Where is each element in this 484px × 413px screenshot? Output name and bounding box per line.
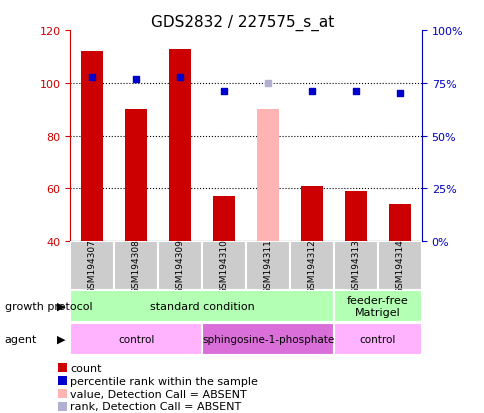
Point	[176, 74, 184, 81]
Point	[220, 89, 227, 95]
Bar	[114, 242, 158, 290]
Text: GSM194313: GSM194313	[351, 238, 360, 293]
Bar	[158, 242, 202, 290]
Point	[351, 89, 359, 95]
Text: control: control	[359, 334, 395, 344]
Text: value, Detection Call = ABSENT: value, Detection Call = ABSENT	[70, 389, 246, 399]
Bar	[301, 186, 322, 242]
Text: GSM194314: GSM194314	[394, 238, 404, 293]
Bar	[257, 110, 278, 242]
Bar	[333, 242, 377, 290]
Text: GSM194307: GSM194307	[88, 238, 97, 293]
Bar	[70, 290, 333, 322]
Text: GDS2832 / 227575_s_at: GDS2832 / 227575_s_at	[151, 14, 333, 31]
Bar	[377, 242, 421, 290]
Bar	[333, 323, 421, 355]
Text: ▶: ▶	[57, 334, 65, 344]
Bar	[169, 50, 191, 242]
Text: GSM194311: GSM194311	[263, 238, 272, 293]
Point	[264, 80, 272, 87]
Bar	[70, 323, 202, 355]
Bar	[81, 52, 103, 242]
Bar	[202, 323, 333, 355]
Text: control: control	[118, 334, 154, 344]
Text: agent: agent	[5, 334, 37, 344]
Point	[88, 74, 96, 81]
Bar	[125, 110, 147, 242]
Text: feeder-free
Matrigel: feeder-free Matrigel	[347, 295, 408, 317]
Bar	[289, 242, 333, 290]
Text: count: count	[70, 363, 102, 373]
Point	[307, 89, 315, 95]
Bar	[70, 242, 114, 290]
Text: sphingosine-1-phosphate: sphingosine-1-phosphate	[201, 334, 333, 344]
Point	[395, 91, 403, 97]
Bar	[213, 197, 235, 242]
Bar	[388, 205, 410, 242]
Text: growth protocol: growth protocol	[5, 301, 92, 311]
Text: GSM194308: GSM194308	[132, 238, 140, 293]
Bar	[344, 192, 366, 242]
Bar	[333, 290, 421, 322]
Text: GSM194312: GSM194312	[307, 238, 316, 293]
Text: GSM194310: GSM194310	[219, 238, 228, 293]
Bar	[245, 242, 289, 290]
Bar	[202, 242, 245, 290]
Text: standard condition: standard condition	[150, 301, 254, 311]
Text: ▶: ▶	[57, 301, 65, 311]
Text: percentile rank within the sample: percentile rank within the sample	[70, 376, 257, 386]
Point	[132, 76, 140, 83]
Text: GSM194309: GSM194309	[175, 238, 184, 293]
Text: rank, Detection Call = ABSENT: rank, Detection Call = ABSENT	[70, 401, 241, 411]
